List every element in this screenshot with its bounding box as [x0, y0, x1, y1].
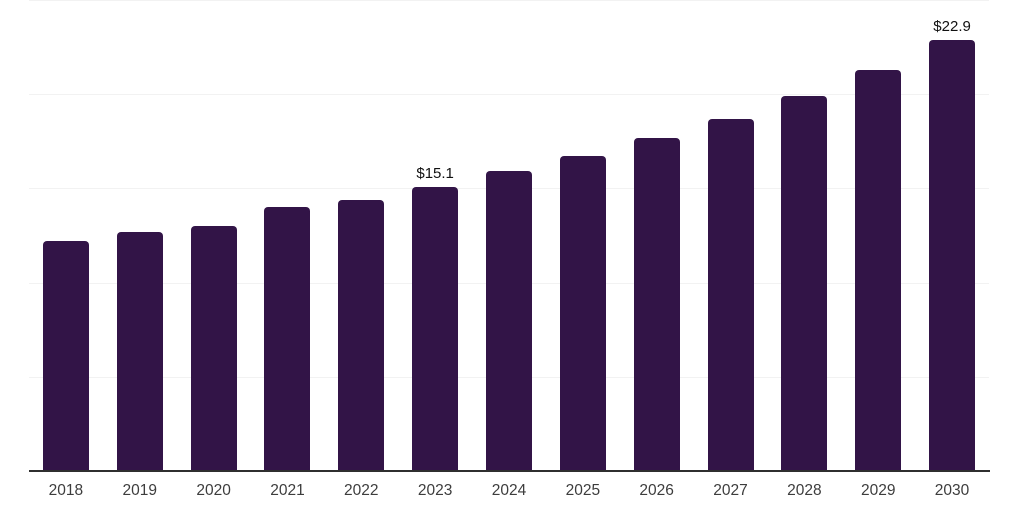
bar-value-label-2030: $22.9 — [933, 17, 971, 35]
bar-slot-2022 — [324, 0, 398, 471]
bar-2019 — [116, 231, 163, 471]
bar-2023 — [412, 186, 459, 471]
bar-2025 — [559, 156, 606, 471]
bar-2021 — [264, 207, 311, 471]
x-tick-2022: 2022 — [344, 482, 379, 499]
bar-slot-2025 — [546, 0, 620, 471]
bar-value-label-2023: $15.1 — [416, 164, 454, 182]
x-tick-2027: 2027 — [713, 482, 748, 499]
x-tick-2029: 2029 — [860, 482, 896, 499]
plot-area: $15.1 $22.9 — [29, 0, 989, 471]
bar-slot-2028 — [767, 0, 841, 471]
bar-slot-2018 — [29, 0, 103, 471]
bar-2018 — [42, 241, 89, 471]
x-tick-2024: 2024 — [491, 482, 527, 499]
bar-slot-2024 — [472, 0, 546, 471]
bar-slot-2023 — [398, 0, 472, 471]
bar-slot-2026 — [620, 0, 694, 471]
bar-slot-2020 — [177, 0, 251, 471]
x-tick-2020: 2020 — [196, 482, 231, 499]
bar-2028 — [781, 96, 828, 471]
x-axis-tick-labels: 2018 2019 2020 2021 2022 2023 2024 2025 2026 2027… — [29, 483, 989, 499]
bar-slot-2019 — [103, 0, 177, 471]
x-tick-2030: 2030 — [934, 482, 970, 499]
x-tick-2023: 2023 — [417, 482, 453, 499]
bar-2030 — [929, 39, 976, 471]
x-tick-2025: 2025 — [565, 482, 601, 499]
bar-2024 — [485, 171, 532, 471]
bar-slot-2030 — [915, 0, 989, 471]
x-tick-2018: 2018 — [48, 482, 84, 499]
bar-slot-2029 — [841, 0, 915, 471]
x-tick-2028: 2028 — [787, 482, 822, 499]
x-tick-2021: 2021 — [270, 482, 305, 499]
bar-2029 — [855, 69, 902, 471]
bar-row — [29, 0, 989, 471]
bar-2027 — [707, 118, 754, 471]
x-tick-2026: 2026 — [639, 482, 674, 499]
bar-slot-2027 — [694, 0, 768, 471]
bar-2026 — [633, 137, 680, 471]
gridline — [29, 94, 989, 96]
bar-2020 — [190, 226, 237, 471]
bar-2022 — [338, 199, 385, 471]
bar-slot-2021 — [251, 0, 325, 471]
x-axis-line — [29, 470, 990, 472]
x-tick-2019: 2019 — [122, 482, 157, 499]
gridline — [29, 0, 989, 1]
